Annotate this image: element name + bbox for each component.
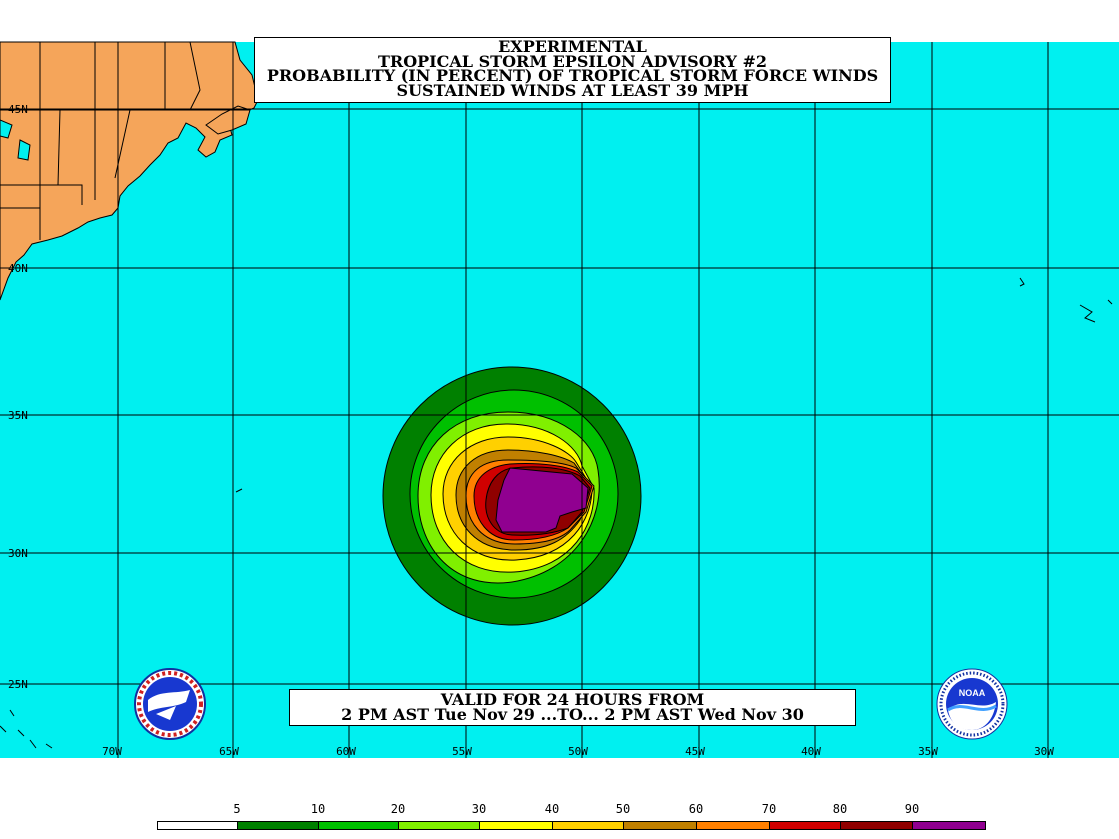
title-line: EXPERIMENTAL — [498, 37, 647, 56]
lon-label: 65W — [219, 745, 239, 758]
legend-label: 30 — [471, 802, 487, 816]
longitude-labels: 70W 65W 60W 55W 50W 45W 40W 35W 30W — [102, 745, 1054, 758]
legend-label: 10 — [310, 802, 326, 816]
title-line: PROBABILITY (IN PERCENT) OF TROPICAL STO… — [266, 66, 879, 85]
legend-swatch — [319, 822, 399, 829]
islands — [0, 277, 1113, 749]
valid-line: VALID FOR 24 HOURS FROM — [440, 690, 705, 709]
probability-contours — [382, 366, 642, 626]
legend-label: 80 — [832, 802, 848, 816]
lat-label: 40N — [8, 262, 28, 275]
legend-label: 90 — [904, 802, 920, 816]
noaa-logo-text: NOAA — [959, 688, 986, 698]
lon-label: 30W — [1034, 745, 1054, 758]
lat-label: 30N — [8, 547, 28, 560]
title-line: SUSTAINED WINDS AT LEAST 39 MPH — [396, 80, 749, 100]
state-borders — [0, 41, 250, 240]
lat-lon-grid — [0, 42, 1119, 758]
lon-label: 70W — [102, 745, 122, 758]
lat-label: 45N — [8, 103, 28, 116]
noaa-logo: NOAA — [936, 668, 1008, 740]
lat-label: 35N — [8, 409, 28, 422]
legend-label: 5 — [233, 802, 241, 816]
lakes — [0, 119, 31, 161]
legend-swatch — [158, 822, 238, 829]
nws-logo — [134, 668, 206, 740]
legend-label: 40 — [544, 802, 560, 816]
lon-label: 55W — [452, 745, 472, 758]
legend-label: 20 — [390, 802, 406, 816]
valid-line: 2 PM AST Tue Nov 29 ...TO... 2 PM AST We… — [341, 705, 804, 724]
lat-label: 25N — [8, 678, 28, 691]
lon-label: 45W — [685, 745, 705, 758]
legend-swatch — [697, 822, 770, 829]
contour-90-100 — [495, 467, 589, 533]
land-mass — [0, 41, 259, 301]
legend-label: 70 — [761, 802, 777, 816]
probability-legend-bar — [157, 821, 986, 830]
legend-label: 50 — [615, 802, 631, 816]
legend-swatch — [399, 822, 480, 829]
legend-label: 60 — [688, 802, 704, 816]
legend-swatch — [624, 822, 697, 829]
latitude-labels: 45N 40N 35N 30N 25N — [8, 103, 28, 691]
valid-period-box: VALID FOR 24 HOURS FROM 2 PM AST Tue Nov… — [289, 689, 856, 726]
title-box: EXPERIMENTAL TROPICAL STORM EPSILON ADVI… — [254, 37, 891, 103]
title-line: TROPICAL STORM EPSILON ADVISORY #2 — [378, 51, 767, 71]
lon-label: 60W — [336, 745, 356, 758]
lon-label: 40W — [801, 745, 821, 758]
lon-label: 35W — [918, 745, 938, 758]
legend-swatch — [553, 822, 624, 829]
legend-swatch — [770, 822, 841, 829]
legend-swatch — [480, 822, 553, 829]
legend-swatch — [913, 822, 985, 829]
legend-swatch — [841, 822, 913, 829]
lon-label: 50W — [568, 745, 588, 758]
legend-swatch — [238, 822, 319, 829]
